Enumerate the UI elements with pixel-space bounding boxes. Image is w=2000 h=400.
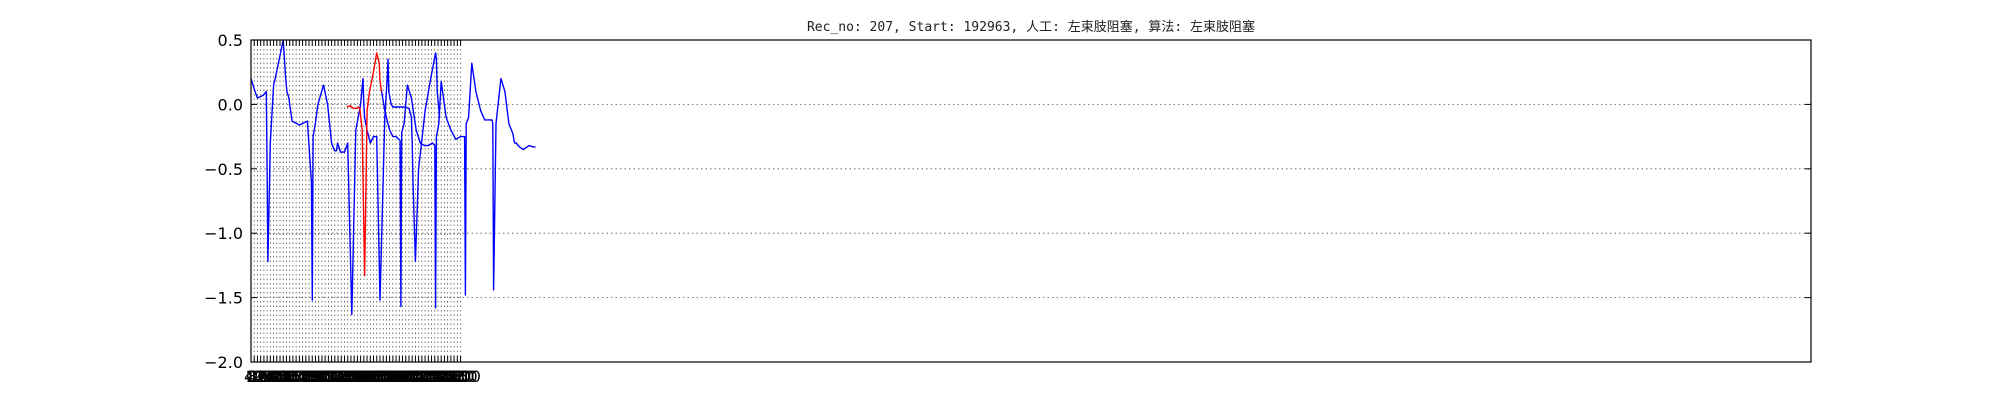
y-tick-label: −0.5 [204,160,243,179]
x-tick-label: 160 [249,367,280,386]
x-tick-label: 560 [281,367,312,386]
x-tick-label: 2160 [405,367,446,386]
x-tick-label: 680 [291,367,322,386]
x-tick-label: 2080 [398,367,439,386]
x-tick-label: 840 [303,367,334,386]
x-tick-label: 2000 [392,367,433,386]
x-tick-label: 2240 [411,367,452,386]
series-layer [250,39,536,315]
x-axis-ticks: 0408012016020024028032036040044048052056… [244,40,481,386]
x-tick-label: 240 [255,367,286,386]
x-tick-label: 2200 [408,367,449,386]
x-tick-label: 80 [247,367,267,386]
chart-title: Rec_no: 207, Start: 192963, 人工: 左束肢阻塞, 算… [807,19,1255,35]
y-tick-label: −1.0 [204,224,243,243]
y-axis-ticks: 0.5 0.0 −0.5 −1.0 −1.5 −2.0 [204,31,1811,372]
x-tick-label: 960 [313,367,344,386]
x-tick-label: 520 [278,367,309,386]
x-tick-label: 1560 [356,367,397,386]
x-tick-label: 1400 [343,367,384,386]
x-tick-label: 440 [271,367,302,386]
x-tick-label: 1280 [334,367,375,386]
x-tick-label: 1120 [321,367,362,386]
x-tick-label: 2360 [421,367,462,386]
x-tick-label: 1880 [382,367,423,386]
y-tick-label: 0.5 [218,31,243,50]
x-tick-label: 2560 [437,367,478,386]
x-tick-label: 2440 [427,367,468,386]
x-tick-label: 480 [274,367,305,386]
x-tick-label: 1000 [311,367,352,386]
x-tick-label: 2600 [440,367,481,386]
x-tick-label: 1320 [337,367,378,386]
x-tick-label: 1680 [366,367,407,386]
grid-layer [251,40,1811,362]
x-tick-label: 1840 [379,367,420,386]
x-tick-label: 1720 [369,367,410,386]
x-tick-label: 2520 [434,367,475,386]
x-tick-label: 640 [287,367,318,386]
x-tick-label: 1760 [372,367,413,386]
x-tick-label: 1160 [324,367,365,386]
plot-frame [250,39,1812,363]
ecg-series-1 [250,39,441,315]
x-tick-label: 2120 [402,367,443,386]
x-tick-label: 1920 [385,367,426,386]
x-tick-label: 600 [284,367,315,386]
x-tick-label: 1520 [353,367,394,386]
x-tick-label: 800 [300,367,331,386]
x-tick-label: 920 [310,367,341,386]
ecg-series-3 [380,62,536,309]
x-tick-label: 2040 [395,367,436,386]
ecg-series-2 [346,52,383,277]
x-tick-label: 760 [297,367,328,386]
y-tick-label: −2.0 [204,353,243,372]
x-tick-label: 1200 [327,367,368,386]
x-tick-label: 1800 [376,367,417,386]
x-tick-label: 1960 [389,367,430,386]
x-tick-label: 1040 [314,367,355,386]
y-tick-label: −1.5 [204,289,243,308]
x-tick-label: 360 [265,367,296,386]
x-tick-label: 2480 [431,367,472,386]
x-tick-label: 320 [262,367,293,386]
x-tick-label: 0 [246,367,256,386]
x-tick-label: 720 [294,367,325,386]
x-tick-label: 2280 [414,367,455,386]
x-tick-label: 1240 [331,367,372,386]
x-tick-label: 1640 [363,367,404,386]
y-tick-label: 0.0 [218,95,243,114]
x-tick-label: 120 [245,367,276,386]
x-tick-label: 1480 [350,367,391,386]
x-tick-label: 400 [268,367,299,386]
x-tick-label: 1360 [340,367,381,386]
x-tick-label: 1600 [360,367,401,386]
x-tick-label: 2400 [424,367,465,386]
x-tick-label: 200 [252,367,283,386]
x-tick-label: 1440 [347,367,388,386]
x-tick-label: 280 [258,367,289,386]
x-tick-label: 2320 [418,367,459,386]
x-tick-label: 1080 [318,367,359,386]
x-tick-label: 40 [244,367,264,386]
x-tick-label: 880 [307,367,338,386]
